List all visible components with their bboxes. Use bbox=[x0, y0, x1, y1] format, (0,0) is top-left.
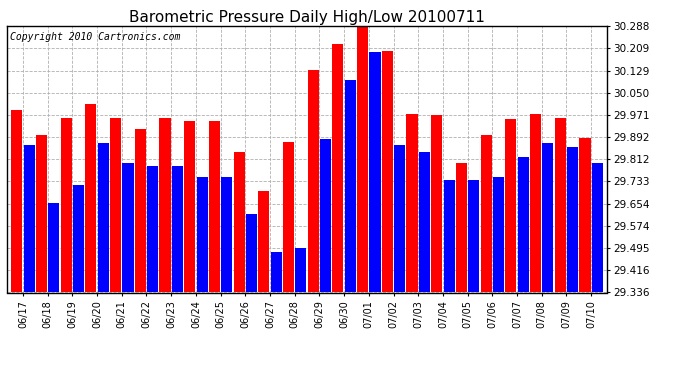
Bar bbox=[333, 44, 344, 292]
Bar bbox=[184, 121, 195, 292]
Bar bbox=[221, 177, 233, 292]
Bar bbox=[357, 20, 368, 292]
Bar bbox=[73, 185, 84, 292]
Bar bbox=[23, 144, 34, 292]
Bar bbox=[159, 118, 170, 292]
Bar bbox=[86, 104, 97, 292]
Bar bbox=[147, 165, 158, 292]
Bar bbox=[258, 191, 269, 292]
Bar bbox=[369, 52, 381, 292]
Bar bbox=[172, 165, 183, 292]
Bar bbox=[320, 139, 331, 292]
Bar bbox=[406, 114, 417, 292]
Bar bbox=[110, 118, 121, 292]
Bar bbox=[283, 142, 294, 292]
Bar bbox=[98, 143, 109, 292]
Bar bbox=[122, 163, 133, 292]
Bar bbox=[233, 152, 245, 292]
Bar bbox=[542, 143, 553, 292]
Bar bbox=[197, 177, 208, 292]
Bar bbox=[481, 135, 492, 292]
Bar bbox=[530, 114, 541, 292]
Bar bbox=[382, 51, 393, 292]
Bar bbox=[456, 163, 467, 292]
Bar bbox=[11, 110, 22, 292]
Bar bbox=[444, 180, 455, 292]
Bar bbox=[209, 121, 220, 292]
Bar bbox=[48, 203, 59, 292]
Bar bbox=[308, 70, 319, 292]
Bar bbox=[580, 138, 591, 292]
Bar bbox=[505, 119, 516, 292]
Title: Barometric Pressure Daily High/Low 20100711: Barometric Pressure Daily High/Low 20100… bbox=[129, 10, 485, 25]
Bar bbox=[555, 118, 566, 292]
Bar bbox=[518, 157, 529, 292]
Bar bbox=[246, 214, 257, 292]
Text: Copyright 2010 Cartronics.com: Copyright 2010 Cartronics.com bbox=[10, 32, 180, 42]
Bar bbox=[345, 80, 356, 292]
Bar bbox=[61, 118, 72, 292]
Bar bbox=[36, 135, 47, 292]
Bar bbox=[592, 163, 603, 292]
Bar bbox=[270, 252, 282, 292]
Bar bbox=[419, 152, 430, 292]
Bar bbox=[567, 147, 578, 292]
Bar bbox=[135, 129, 146, 292]
Bar bbox=[493, 177, 504, 292]
Bar bbox=[394, 144, 405, 292]
Bar bbox=[431, 115, 442, 292]
Bar bbox=[469, 180, 480, 292]
Bar bbox=[295, 248, 306, 292]
